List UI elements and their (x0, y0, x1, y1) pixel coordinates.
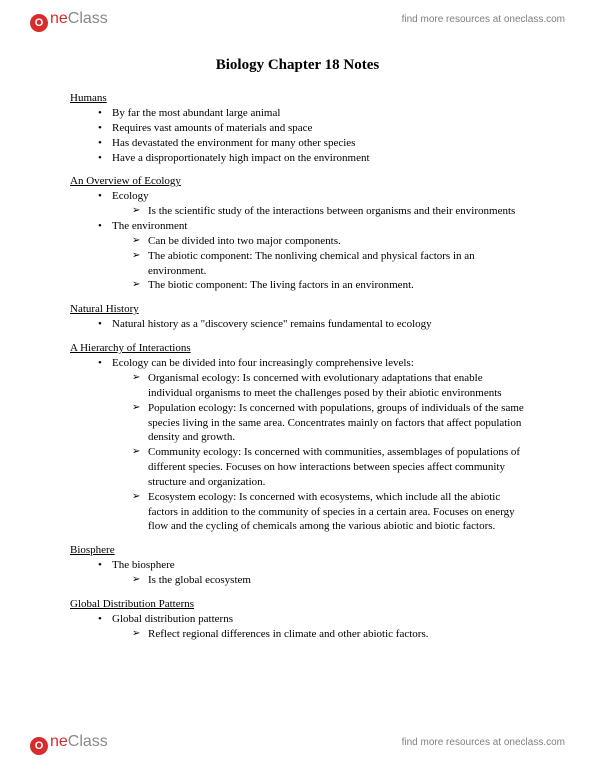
sublist: Reflect regional differences in climate … (112, 627, 525, 642)
sublist-item: Community ecology: Is concerned with com… (132, 445, 525, 490)
sublist-item: Is the scientific study of the interacti… (132, 204, 525, 219)
page-header: O ne Class find more resources at onecla… (0, 0, 595, 37)
sublist-item: Is the global ecosystem (132, 573, 525, 588)
sublist-hierarchy: Organismal ecology: Is concerned with ev… (112, 371, 525, 534)
sublist-item: Population ecology: Is concerned with po… (132, 401, 525, 446)
item-text: Ecology (112, 190, 149, 202)
list-humans: By far the most abundant large animal Re… (70, 106, 525, 165)
heading-biosphere: Biosphere (70, 544, 525, 556)
page-title: Biology Chapter 18 Notes (70, 57, 525, 74)
section-natural-history: Natural History Natural history as a "di… (70, 303, 525, 332)
list-hierarchy: Ecology can be divided into four increas… (70, 356, 525, 534)
section-ecology-overview: An Overview of Ecology Ecology Is the sc… (70, 175, 525, 293)
sublist-item: The biotic component: The living factors… (132, 278, 525, 293)
sublist: Can be divided into two major components… (112, 234, 525, 293)
logo-text-class: Class (68, 733, 108, 751)
heading-natural-history: Natural History (70, 303, 525, 315)
list-item: The biosphere Is the global ecosystem (98, 558, 525, 588)
logo-text-one: ne (50, 733, 68, 751)
heading-ecology-overview: An Overview of Ecology (70, 175, 525, 187)
list-item: The environment Can be divided into two … (98, 219, 525, 293)
list-biosphere: The biosphere Is the global ecosystem (70, 558, 525, 588)
list-ecology-overview: Ecology Is the scientific study of the i… (70, 189, 525, 293)
sublist-item: Can be divided into two major components… (132, 234, 525, 249)
section-hierarchy: A Hierarchy of Interactions Ecology can … (70, 342, 525, 534)
item-text: Ecology can be divided into four increas… (112, 357, 414, 369)
list-natural-history: Natural history as a "discovery science"… (70, 317, 525, 332)
logo-text-one: ne (50, 10, 68, 28)
page-footer: O ne Class find more resources at onecla… (0, 725, 595, 760)
logo-text-class: Class (68, 10, 108, 28)
sublist: Is the scientific study of the interacti… (112, 204, 525, 219)
list-item: Ecology can be divided into four increas… (98, 356, 525, 534)
document-content: Biology Chapter 18 Notes Humans By far t… (0, 37, 595, 642)
list-item: By far the most abundant large animal (98, 106, 525, 121)
sublist-item: The abiotic component: The nonliving che… (132, 249, 525, 279)
sublist-item: Organismal ecology: Is concerned with ev… (132, 371, 525, 401)
list-global: Global distribution patterns Reflect reg… (70, 612, 525, 642)
list-item: Has devastated the environment for many … (98, 136, 525, 151)
list-item: Global distribution patterns Reflect reg… (98, 612, 525, 642)
list-item: Have a disproportionately high impact on… (98, 151, 525, 166)
logo: O ne Class (30, 10, 108, 29)
section-humans: Humans By far the most abundant large an… (70, 92, 525, 165)
list-item: Ecology Is the scientific study of the i… (98, 189, 525, 219)
sublist-item: Reflect regional differences in climate … (132, 627, 525, 642)
heading-humans: Humans (70, 92, 525, 104)
heading-global: Global Distribution Patterns (70, 598, 525, 610)
list-item: Natural history as a "discovery science"… (98, 317, 525, 332)
logo-footer: O ne Class (30, 733, 108, 752)
section-global: Global Distribution Patterns Global dist… (70, 598, 525, 642)
sublist-item: Ecosystem ecology: Is concerned with eco… (132, 490, 525, 535)
list-item: Requires vast amounts of materials and s… (98, 121, 525, 136)
item-text: Global distribution patterns (112, 613, 233, 625)
logo-icon: O (30, 737, 48, 755)
logo-icon: O (30, 14, 48, 32)
item-text: The biosphere (112, 559, 175, 571)
sublist: Is the global ecosystem (112, 573, 525, 588)
heading-hierarchy: A Hierarchy of Interactions (70, 342, 525, 354)
footer-resources-link[interactable]: find more resources at oneclass.com (402, 737, 565, 748)
section-biosphere: Biosphere The biosphere Is the global ec… (70, 544, 525, 588)
item-text: The environment (112, 220, 187, 232)
header-resources-link[interactable]: find more resources at oneclass.com (402, 14, 565, 25)
